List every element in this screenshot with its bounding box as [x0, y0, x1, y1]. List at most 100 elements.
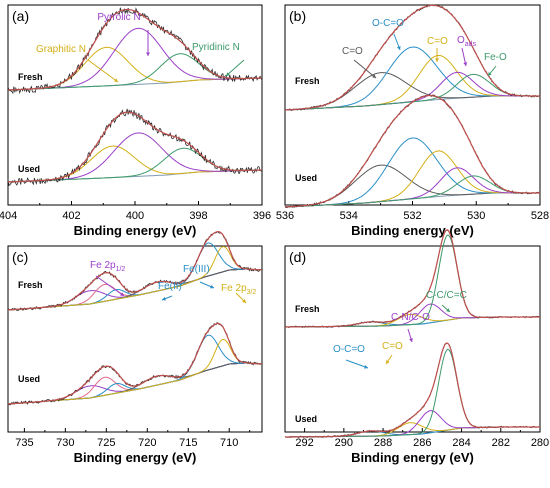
- x-tick-label: 536: [276, 210, 294, 222]
- x-tick-label: 286: [413, 437, 431, 449]
- peak-component: [285, 137, 540, 208]
- x-tick-label: 402: [62, 210, 80, 222]
- peak-arrow-head: [364, 364, 368, 369]
- fit-envelope: [285, 342, 540, 438]
- x-tick-label: 288: [374, 437, 392, 449]
- peak-label: Fe 2p3/2: [221, 283, 256, 296]
- peak-component: [284, 164, 540, 208]
- peak-arrow-head: [146, 52, 150, 56]
- x-tick-label: 534: [340, 210, 358, 222]
- peak-component: [285, 348, 540, 438]
- peak-label: O-C=O: [372, 18, 404, 29]
- panel-b: 536 534 532 530 528 Binding energy (eV) (b) Fre…: [276, 4, 549, 238]
- peak-arrow-head: [396, 46, 401, 50]
- peak-component: [7, 362, 263, 405]
- peak-arrow-line: [225, 59, 245, 77]
- peak-arrow-head: [226, 72, 230, 76]
- panel-label: (a): [12, 8, 29, 24]
- x-tick-label: 730: [56, 437, 74, 449]
- panel-label: (d): [289, 249, 306, 265]
- peak-label: O-C=O: [333, 344, 365, 355]
- peak-component: [7, 246, 263, 311]
- fit-envelope: [8, 8, 262, 91]
- curve-label: Used: [18, 164, 40, 174]
- peak-arrow-head: [120, 292, 124, 296]
- x-tick-label: 720: [138, 437, 156, 449]
- panel-label: (c): [12, 249, 28, 265]
- peak-arrow-head: [488, 72, 492, 76]
- peak-arrow-line: [353, 59, 377, 79]
- panel-c: 735 730 725 720 715 710 Binding energy (eV) (c)…: [7, 230, 263, 465]
- peak-arrow-head: [114, 78, 118, 82]
- x-tick-label: 292: [295, 437, 313, 449]
- peak-label: C=O: [427, 36, 448, 47]
- peak-label: Pyridinic N: [192, 42, 240, 53]
- curve-label: Used: [295, 414, 317, 424]
- raw-spectrum: [7, 321, 263, 406]
- peak-component: [285, 175, 540, 208]
- x-axis-label: Binding energy (eV): [351, 223, 474, 238]
- x-tick-label: 396: [253, 210, 271, 222]
- peak-arrow-line: [345, 359, 369, 369]
- peak-component: [7, 242, 263, 311]
- peak-component: [285, 410, 540, 438]
- panel-label: (b): [289, 8, 306, 24]
- raw-spectrum: [284, 94, 541, 209]
- x-tick-label: 735: [15, 437, 33, 449]
- peak-component: [7, 334, 263, 405]
- peak-component: [7, 362, 263, 405]
- curve-label: Fresh: [295, 304, 320, 314]
- x-tick-label: 710: [220, 437, 238, 449]
- peak-component: [7, 362, 263, 405]
- x-tick-label: 532: [403, 210, 421, 222]
- curve-label: Used: [18, 374, 40, 384]
- x-tick-label: 404: [0, 210, 17, 222]
- peak-arrow-head: [463, 62, 468, 66]
- curve-label: Fresh: [295, 76, 320, 86]
- fit-envelope: [284, 94, 540, 208]
- peak-label: C=O: [382, 341, 403, 352]
- x-tick-label: 290: [335, 437, 353, 449]
- peak-component: [7, 362, 263, 405]
- fit-envelope: [7, 230, 263, 311]
- plot-frame: [7, 245, 263, 433]
- raw-spectrum: [7, 108, 263, 187]
- x-tick-label: 528: [531, 210, 549, 222]
- raw-spectrum: [284, 342, 540, 439]
- x-axis-label: Binding energy (eV): [74, 223, 197, 238]
- fit-envelope: [7, 322, 263, 405]
- plot-frame: [284, 245, 541, 433]
- raw-spectrum: [7, 7, 263, 95]
- peak-label: C=O: [342, 46, 363, 57]
- peak-arrow-head: [210, 284, 214, 289]
- x-tick-label: 725: [97, 437, 115, 449]
- peak-arrow-head: [446, 308, 450, 312]
- background-line: [7, 362, 263, 405]
- x-tick-label: 715: [179, 437, 197, 449]
- fit-envelope: [284, 4, 540, 111]
- peak-label: Fe-O: [484, 52, 507, 63]
- x-tick-label: 282: [492, 437, 510, 449]
- peak-component: [285, 73, 540, 111]
- peak-label: C-N/C-O: [391, 312, 430, 323]
- peak-arrow-line: [95, 275, 125, 297]
- peak-arrow-head: [435, 58, 439, 62]
- x-axis-label: Binding energy (eV): [351, 450, 474, 465]
- peak-component: [7, 338, 263, 405]
- curve-label: Fresh: [18, 72, 43, 82]
- peak-label: C-C/C=C: [426, 290, 467, 301]
- panel-d: 292 290 288 286 284 282 280 Binding energy (eV)…: [284, 229, 549, 465]
- x-axis-label: Binding energy (eV): [74, 450, 197, 465]
- peak-label: Fe(III): [183, 264, 210, 275]
- peak-label: Fe(II): [158, 281, 182, 292]
- x-tick-label: 400: [126, 210, 144, 222]
- panel-a: 404 402 400 398 396 Binding energy (eV) (a) Fre…: [0, 4, 271, 238]
- peak-arrow-line: [87, 59, 119, 83]
- curve-label: Used: [295, 173, 317, 183]
- peak-arrow-head: [162, 296, 166, 301]
- x-tick-label: 284: [452, 437, 470, 449]
- fit-envelope: [8, 111, 262, 183]
- peak-arrow-head: [409, 338, 413, 342]
- peak-arrow-head: [242, 299, 246, 303]
